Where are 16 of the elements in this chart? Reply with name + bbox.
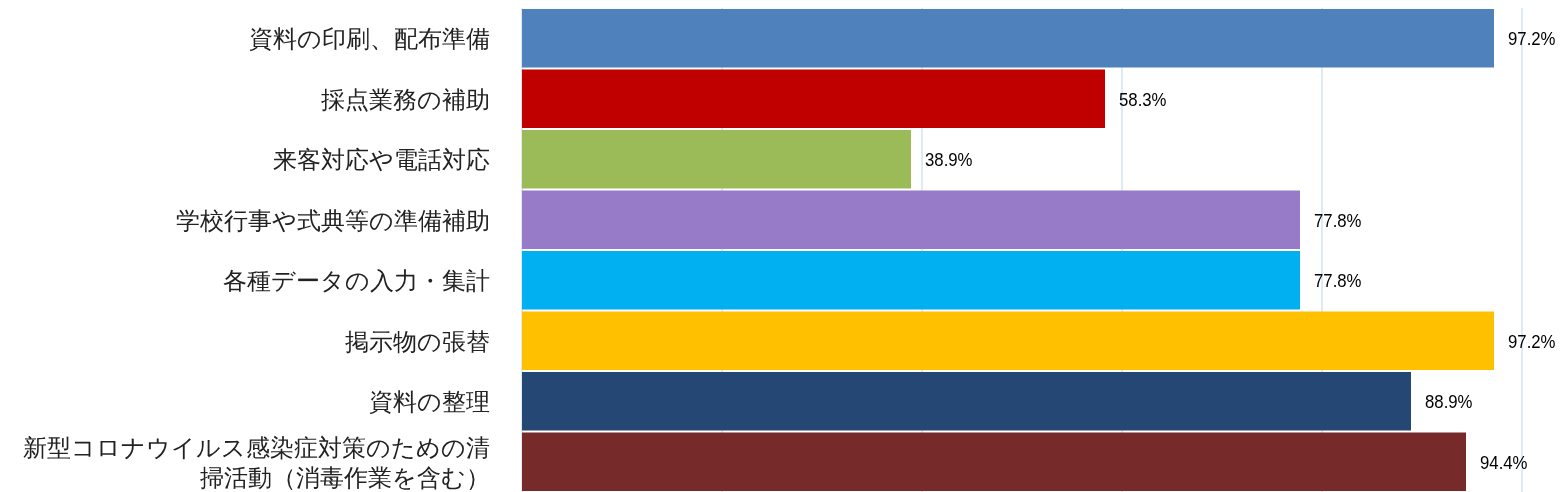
data-label: 58.3%: [1119, 88, 1173, 110]
data-label: 97.2%: [1508, 28, 1562, 50]
data-label: 94.4%: [1480, 451, 1534, 473]
data-label: 97.2%: [1508, 330, 1562, 352]
y-tick-label: 来客対応や電話対応: [273, 146, 490, 175]
y-tick-label: 資料の印刷、配布準備: [249, 25, 490, 54]
data-label: 88.9%: [1425, 391, 1479, 413]
y-tick-label: 掲示物の張替: [345, 327, 490, 356]
y-tick-label: 学校行事や式典等の準備補助: [176, 206, 490, 235]
data-label: 77.8%: [1314, 209, 1368, 231]
y-tick-label: 各種データの入力・集計: [223, 267, 490, 296]
y-tick-label: 資料の整理: [369, 388, 490, 417]
y-tick-label: 新型コロナウイルス感染症対策のための清掃活動（消毒作業を含む）: [23, 433, 490, 492]
data-label: 77.8%: [1314, 270, 1368, 292]
y-tick-label: 採点業務の補助: [321, 85, 490, 114]
data-label: 38.9%: [925, 149, 979, 171]
